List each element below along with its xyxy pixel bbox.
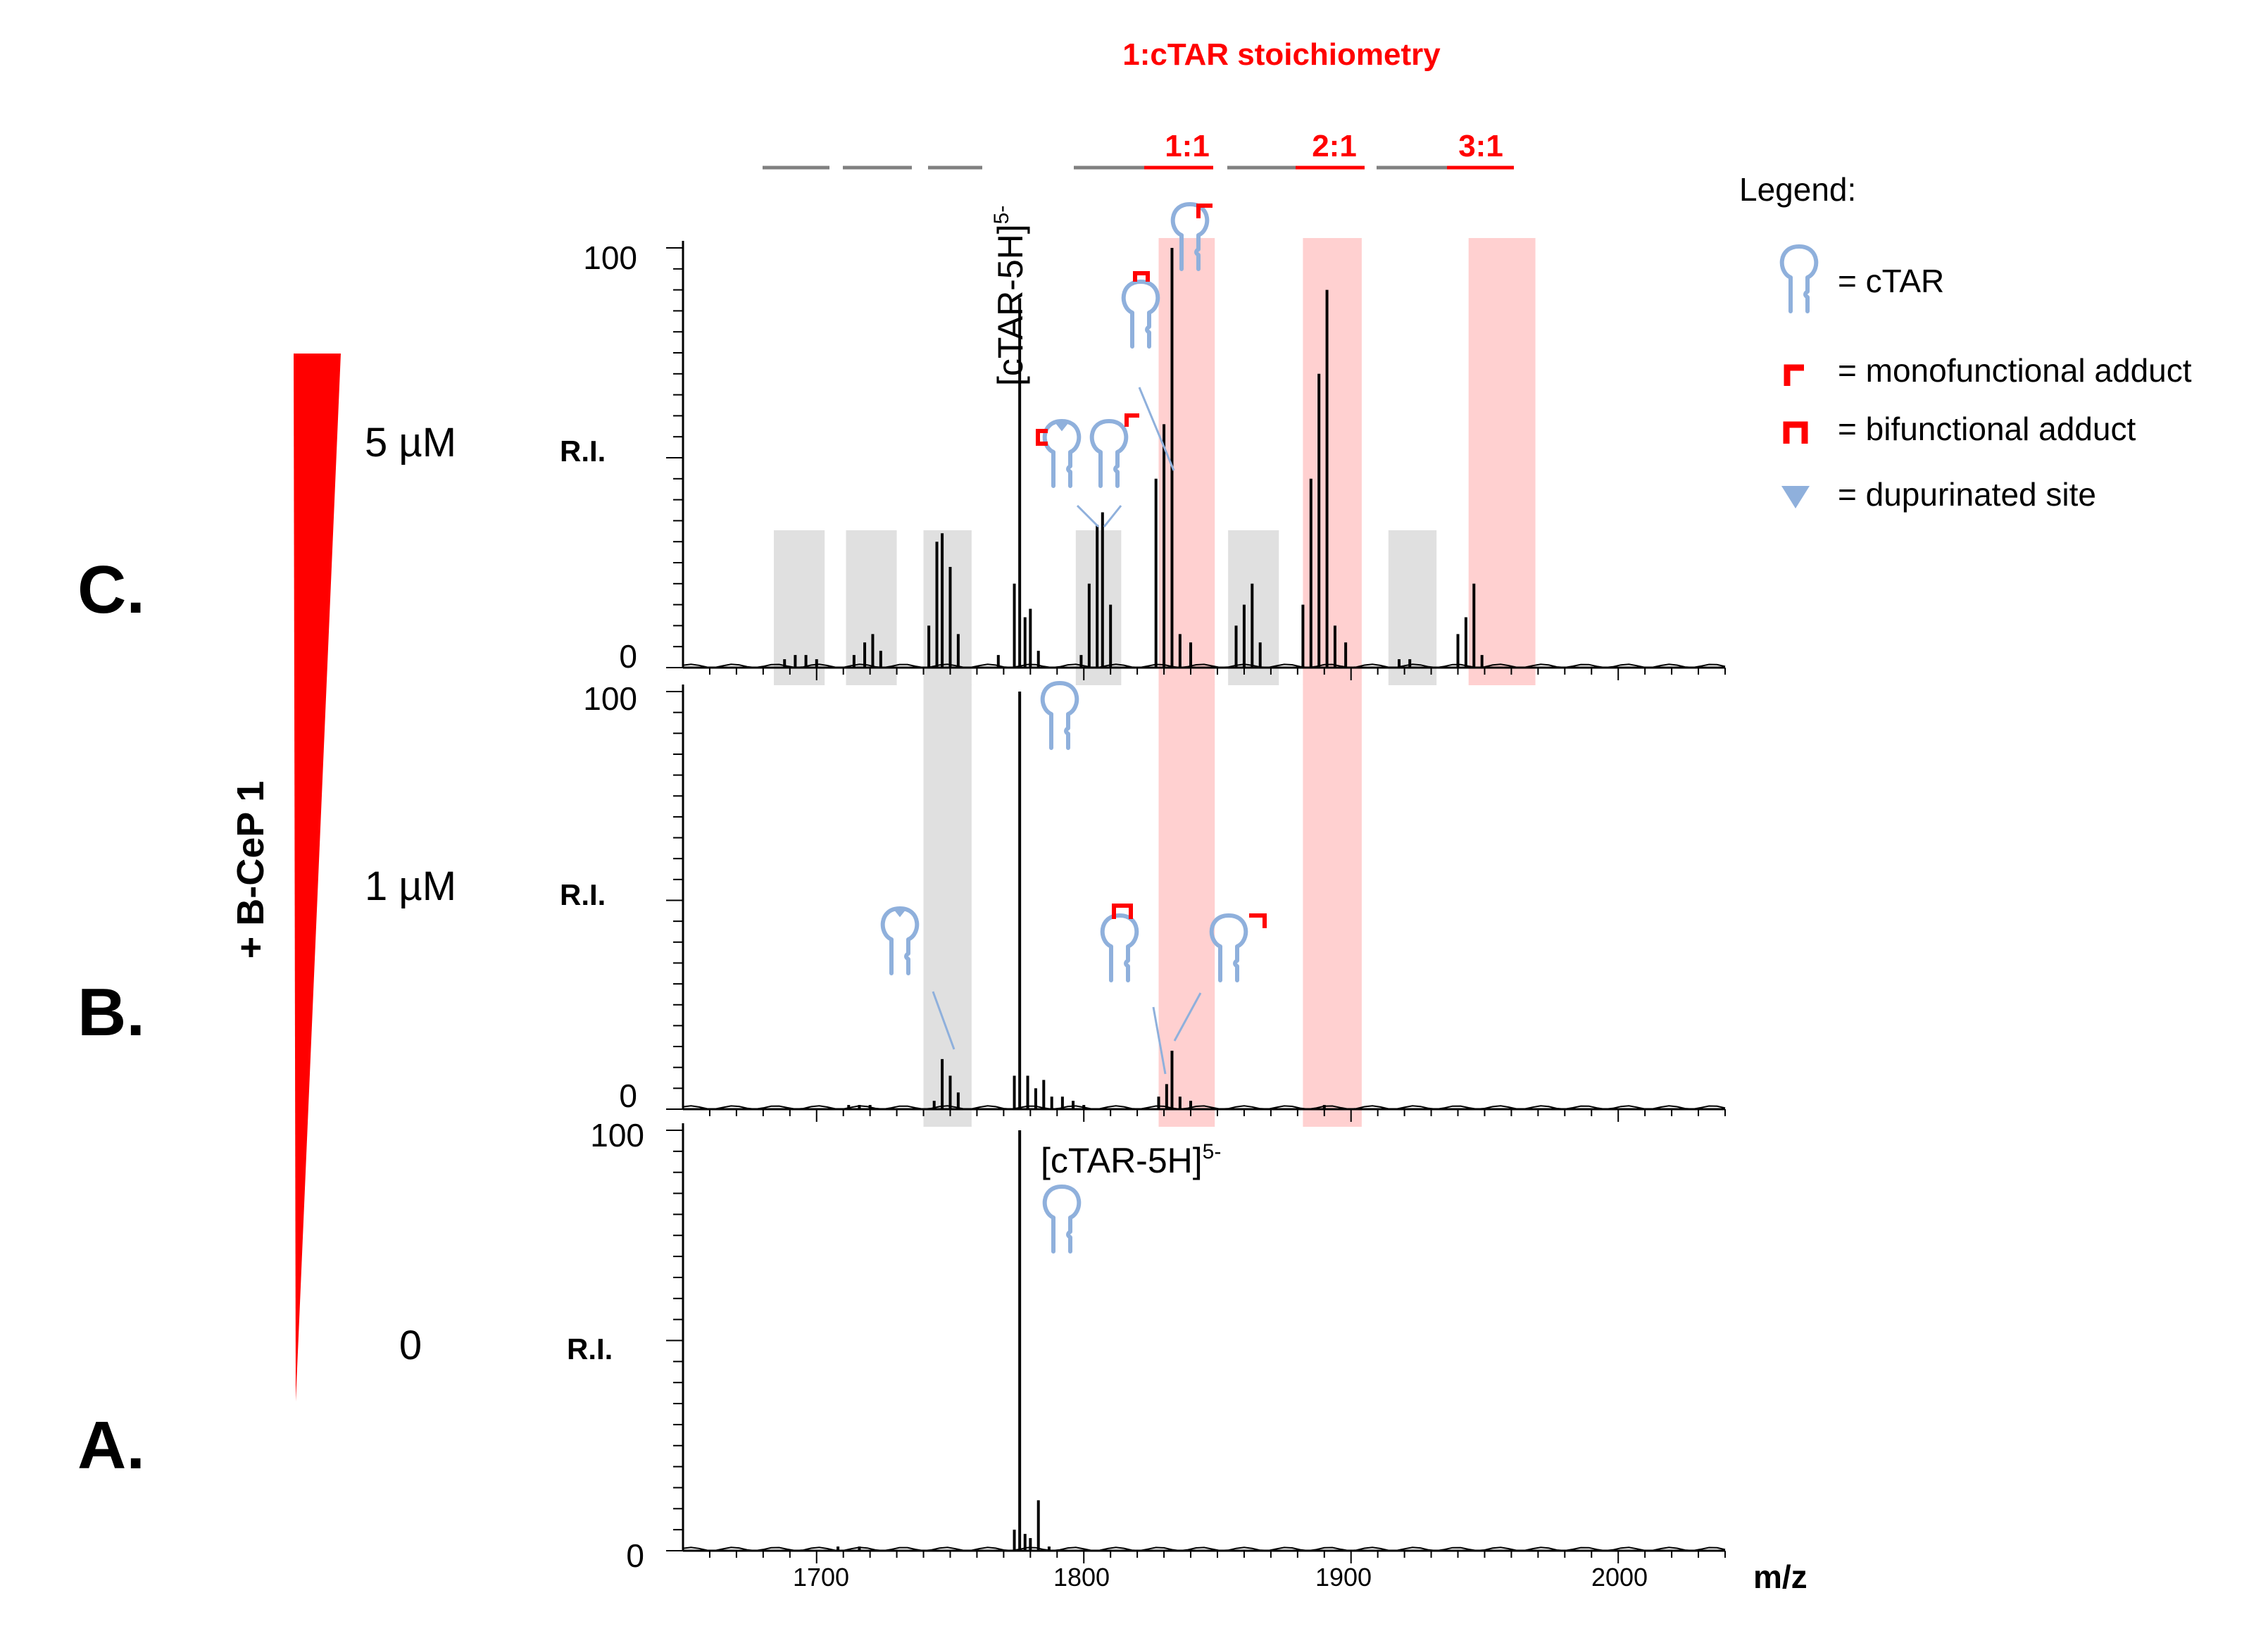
annotation-line [1138,387,1175,471]
annotation-line [1076,504,1100,528]
concentration-a: 0 [399,1323,422,1368]
y-tick-100-c: 100 [583,239,637,276]
stoichiometry-title: 1:cTAR stoichiometry [1122,37,1441,72]
legend: Legend: = cTAR = monofunctional adduct =… [1739,171,2192,513]
x-tick-2000: 2000 [1591,1563,1648,1592]
shaded-region-1-1 [1158,685,1215,1127]
annotation-line [1173,992,1202,1042]
annotation-line [1152,1006,1167,1075]
shaded-region-0-2 [923,530,972,685]
legend-title: Legend: [1739,171,1856,208]
x-axis-label: m/z [1753,1558,1807,1595]
axes [666,241,1726,1563]
hairpin-icon [1043,683,1077,748]
peak-label-main: [cTAR-5H] [991,224,1030,386]
concentration-wedge [294,354,341,1401]
bifunctional-adduct-icon [1112,904,1133,919]
hairpin-icon [1103,916,1137,980]
peak-label-charge: 5- [1203,1140,1222,1163]
x-tick-1800: 1800 [1053,1563,1110,1592]
bifunctional-adduct-icon [1036,429,1048,446]
panel-letter-b: B. [77,975,145,1050]
monofunctional-adduct-icon [1784,364,1804,386]
spectrum-baseline [682,1105,1726,1111]
concentration-b: 1 µM [365,863,456,909]
hairpin-icon [883,908,917,973]
stoich-label-3-1: 3:1 [1458,129,1503,163]
annotation-lines [932,387,1202,1075]
hairpin-icon [1212,916,1246,980]
shaded-region-1-2 [1303,685,1362,1127]
peak-label-c: [cTAR-5H]5- [990,206,1030,386]
hairpin-icon [1045,1187,1079,1251]
depurinated-site-icon [893,908,907,918]
peak-label-main: [cTAR-5H] [1041,1141,1203,1180]
shaded-region-0-4 [1158,238,1215,685]
shaded-region-0-8 [1468,238,1536,685]
stoich-label-1-1: 1:1 [1165,129,1210,163]
panel-letter-c: C. [77,552,145,627]
stoich-label-2-1: 2:1 [1312,129,1357,163]
depurinated-site-icon [1055,422,1069,432]
y-label-c: R.I. [560,435,606,468]
peak-label-a: [cTAR-5H]5- [1041,1140,1221,1180]
y-tick-0-a: 0 [626,1537,644,1574]
legend-item-depurinated: = dupurinated site [1838,476,2096,513]
bifunctional-adduct-icon [1133,271,1150,282]
stoichiometry-bar: 1:1 2:1 3:1 [763,129,1514,170]
annotation-line [1103,505,1122,527]
annotation-line [932,991,956,1050]
monofunctional-adduct-icon [1196,204,1213,218]
hairpin-icon [1124,282,1158,346]
concentration-c: 5 µM [365,420,456,465]
monofunctional-adduct-icon [1249,913,1267,928]
spectrum-baseline [682,1546,1726,1552]
y-tick-0-c: 0 [619,638,637,675]
legend-item-ctar: = cTAR [1838,263,1944,299]
bifunctional-adduct-icon [1783,421,1808,444]
hairpin-icon [1782,246,1817,311]
x-tick-1700: 1700 [793,1563,849,1592]
peak-label-charge: 5- [990,206,1013,225]
depurinated-site-icon [1781,486,1810,508]
spectra [682,248,1726,1552]
y-label-b: R.I. [560,878,606,911]
reagent-label: + B-CeP 1 [230,781,272,959]
shaded-regions [774,238,1536,1127]
monofunctional-adduct-icon [1124,413,1139,427]
legend-item-bifunctional: = bifunctional adduct [1838,411,2136,447]
y-label-a: R.I. [567,1332,613,1366]
x-tick-1900: 1900 [1315,1563,1372,1592]
y-tick-0-b: 0 [619,1077,637,1114]
shaded-region-1-0 [923,685,972,1127]
hairpin-icon [1092,421,1127,486]
shaded-region-0-7 [1388,530,1437,685]
y-tick-100-b: 100 [583,680,637,717]
y-tick-100-a: 100 [590,1117,644,1154]
panel-letter-a: A. [77,1408,145,1483]
spectrum-baseline [682,663,1726,669]
shaded-region-0-6 [1303,238,1362,685]
legend-item-monofunctional: = monofunctional adduct [1838,352,2192,389]
